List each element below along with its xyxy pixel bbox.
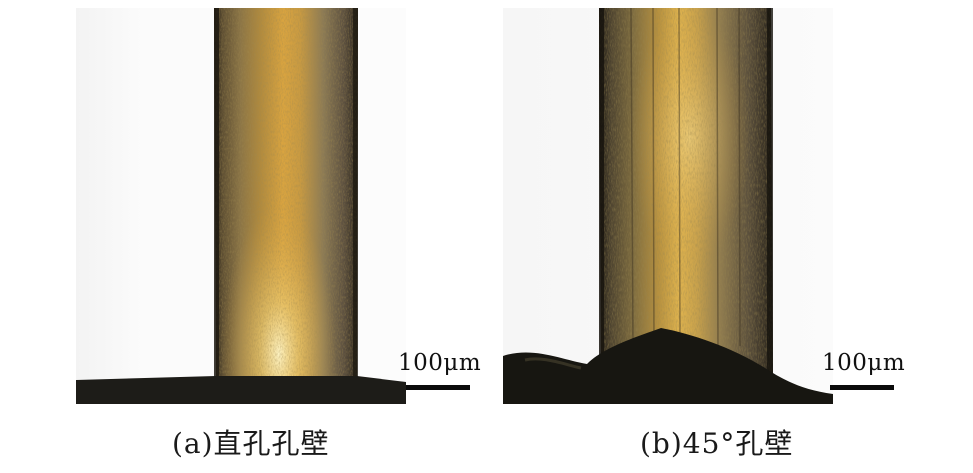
scale-bar-label-b: 100μm [822, 350, 906, 376]
caption-a: (a)直孔孔壁 [172, 427, 330, 460]
caption-b: (b)45°孔壁 [640, 427, 794, 460]
micrograph-45-degree-hole [503, 8, 833, 404]
micrograph-straight-hole [76, 8, 406, 404]
scale-bar-line-b [830, 385, 894, 390]
scale-bar-a: 100μm [398, 348, 490, 394]
scale-bar-label-a: 100μm [398, 350, 482, 376]
micrograph-image-b [503, 8, 833, 404]
scale-bar-b: 100μm [822, 348, 914, 394]
micrograph-image-a [76, 8, 406, 404]
scale-bar-line-a [406, 385, 470, 390]
